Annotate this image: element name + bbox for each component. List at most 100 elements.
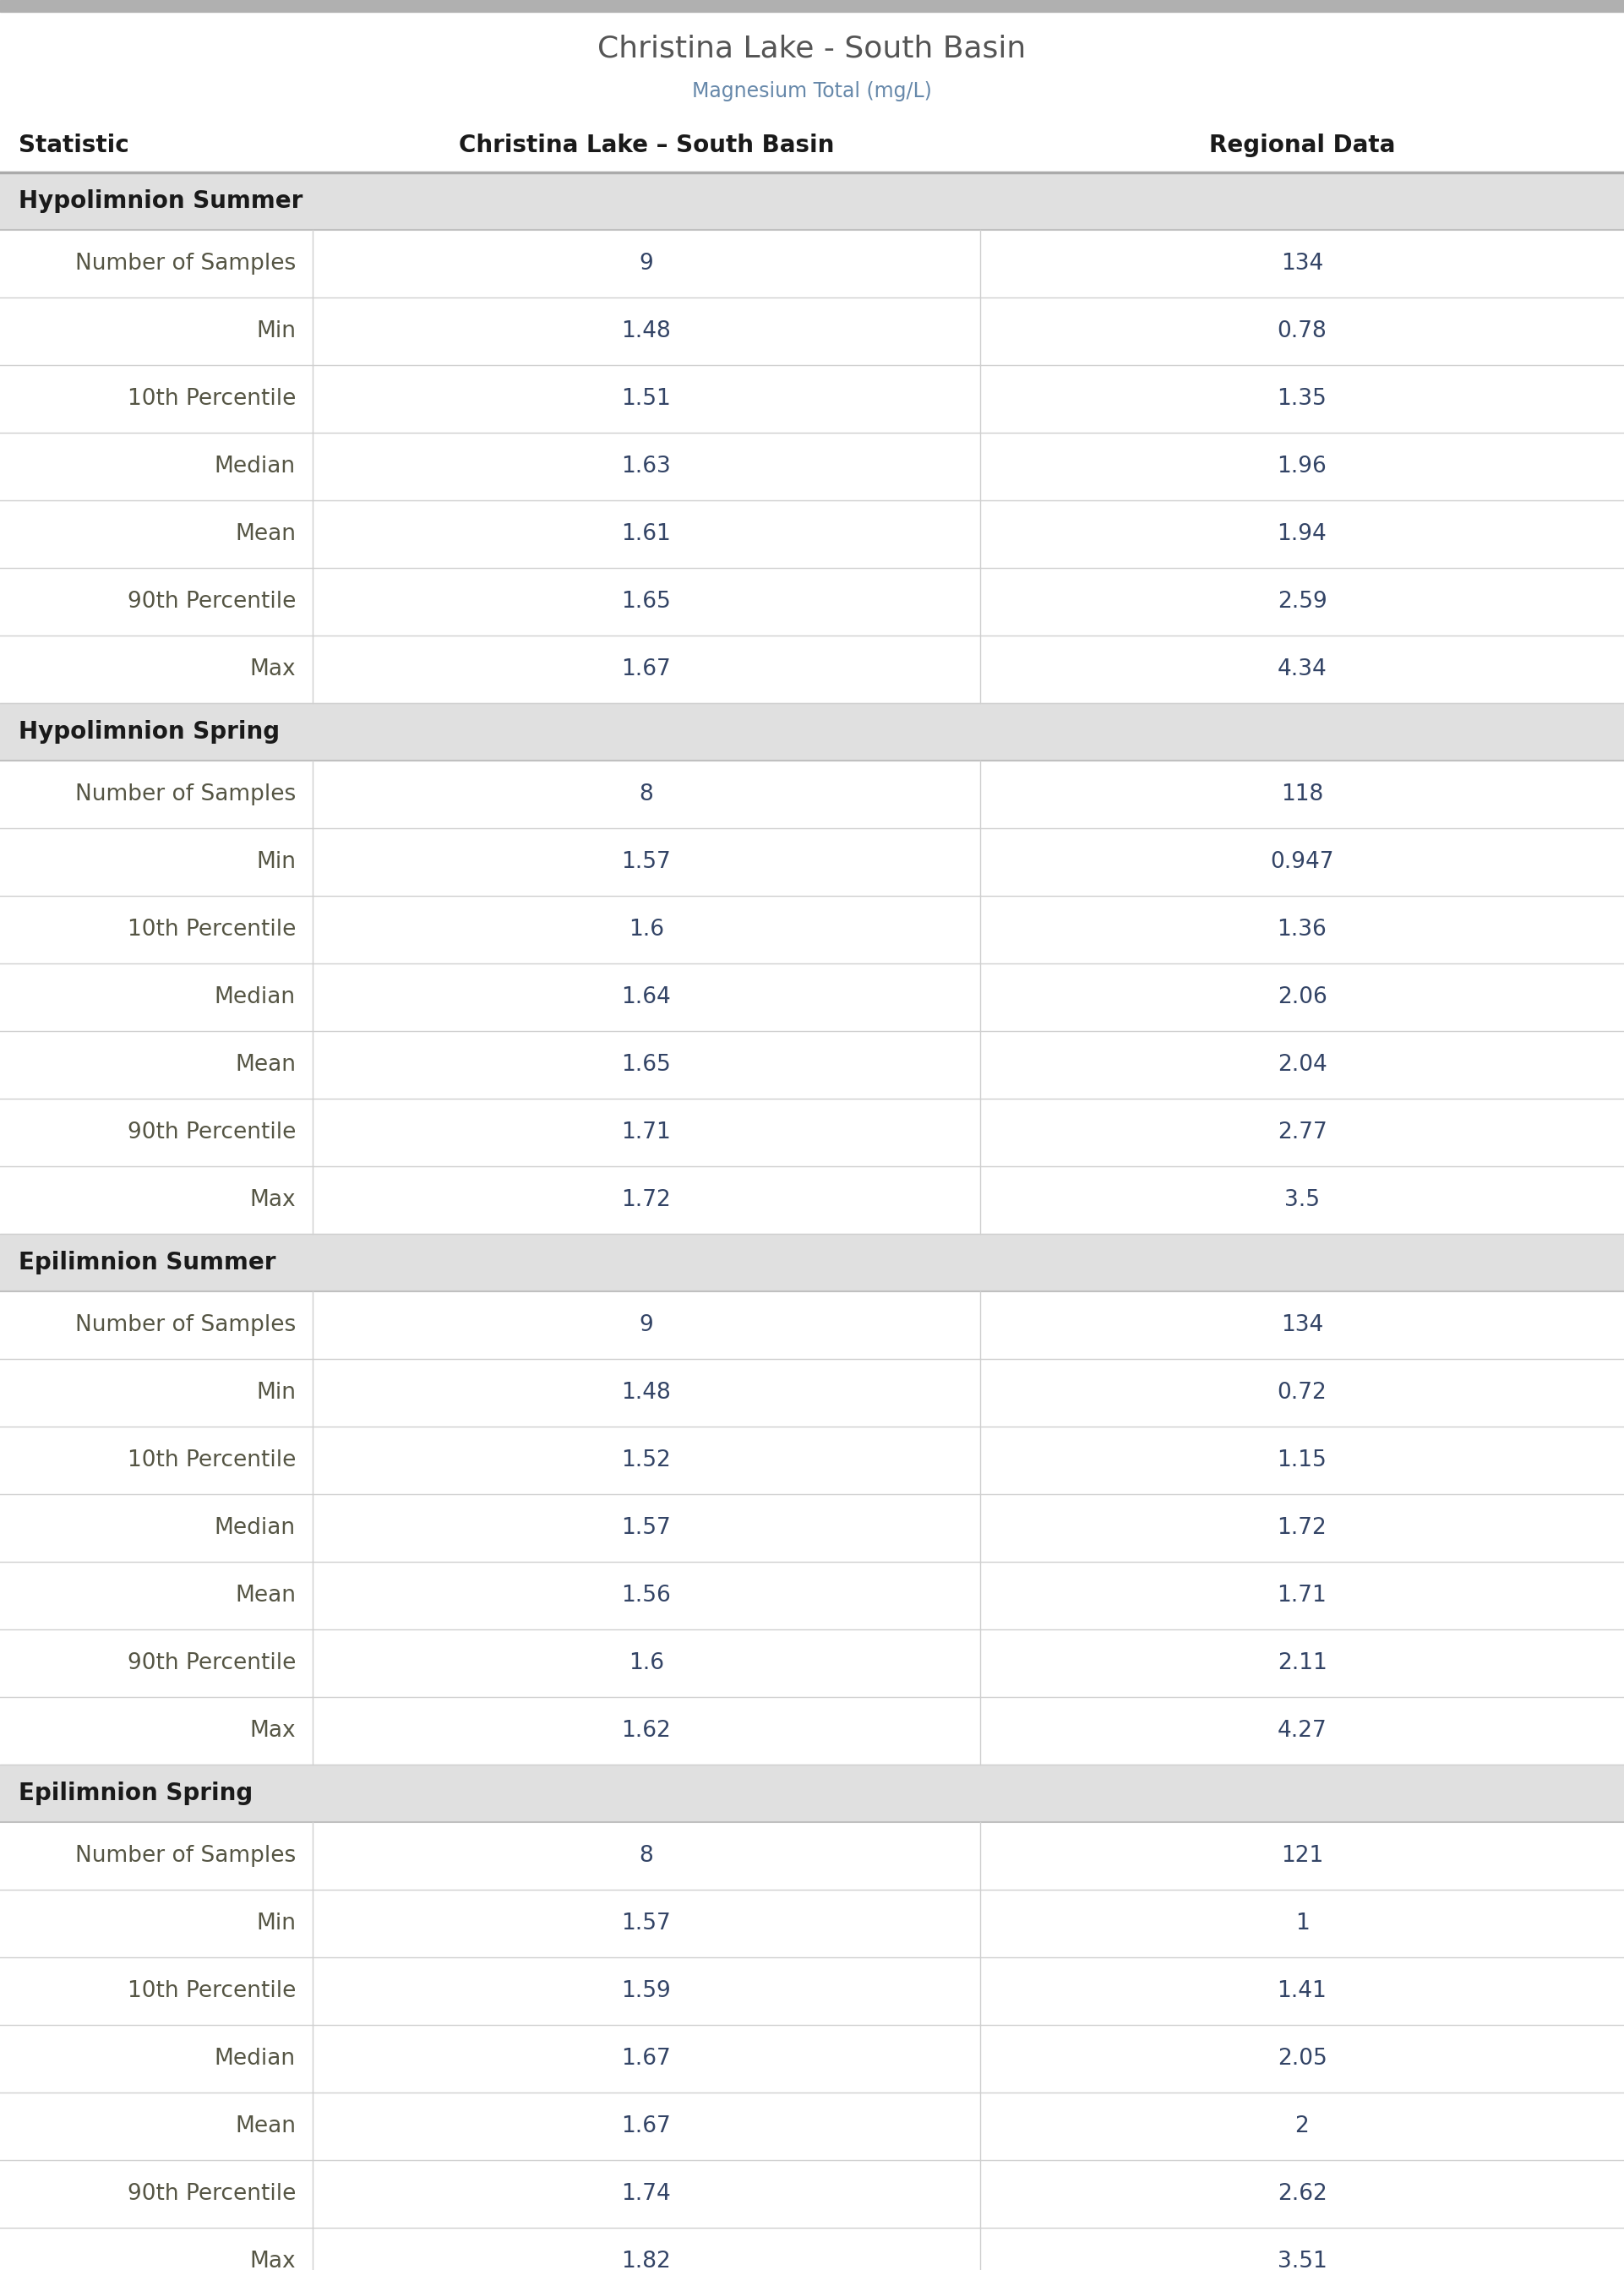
Text: 2.77: 2.77 bbox=[1276, 1121, 1327, 1144]
Text: 1.74: 1.74 bbox=[622, 2184, 671, 2204]
Text: 1.51: 1.51 bbox=[622, 388, 671, 411]
Bar bbox=[0, 760, 1624, 829]
Text: 1.67: 1.67 bbox=[622, 2048, 671, 2070]
Bar bbox=[0, 434, 1624, 499]
Text: Number of Samples: Number of Samples bbox=[75, 1846, 296, 1866]
Text: 9: 9 bbox=[640, 252, 653, 275]
Bar bbox=[0, 365, 1624, 434]
Text: Max: Max bbox=[250, 2250, 296, 2270]
Bar bbox=[0, 1698, 1624, 1764]
Text: 9: 9 bbox=[640, 1314, 653, 1337]
Text: 1.72: 1.72 bbox=[1276, 1516, 1327, 1539]
Text: Number of Samples: Number of Samples bbox=[75, 1314, 296, 1337]
Text: Min: Min bbox=[257, 1382, 296, 1403]
Bar bbox=[0, 2025, 1624, 2093]
Text: 1.65: 1.65 bbox=[622, 1053, 671, 1076]
Text: 1.35: 1.35 bbox=[1276, 388, 1327, 411]
Bar bbox=[0, 11, 1624, 118]
Text: Median: Median bbox=[214, 1516, 296, 1539]
Bar bbox=[0, 962, 1624, 1031]
Text: 4.34: 4.34 bbox=[1276, 658, 1327, 681]
Text: 134: 134 bbox=[1281, 252, 1324, 275]
Text: 1.62: 1.62 bbox=[622, 1721, 671, 1741]
Text: 2.06: 2.06 bbox=[1276, 985, 1327, 1008]
Text: 1.94: 1.94 bbox=[1276, 522, 1327, 545]
Text: 1.71: 1.71 bbox=[622, 1121, 671, 1144]
Text: 1.15: 1.15 bbox=[1276, 1448, 1327, 1471]
Text: 10th Percentile: 10th Percentile bbox=[127, 1448, 296, 1471]
Text: Max: Max bbox=[250, 1189, 296, 1212]
Bar bbox=[0, 568, 1624, 636]
Text: 1.57: 1.57 bbox=[622, 851, 671, 874]
Bar bbox=[0, 704, 1624, 760]
Bar bbox=[0, 2161, 1624, 2227]
Text: 1.63: 1.63 bbox=[622, 456, 671, 477]
Text: 8: 8 bbox=[640, 1846, 653, 1866]
Bar bbox=[0, 1562, 1624, 1630]
Text: 10th Percentile: 10th Percentile bbox=[127, 1979, 296, 2002]
Text: Epilimnion Summer: Epilimnion Summer bbox=[18, 1251, 276, 1273]
Text: 1.61: 1.61 bbox=[622, 522, 671, 545]
Text: 121: 121 bbox=[1281, 1846, 1324, 1866]
Bar bbox=[0, 1823, 1624, 1889]
Bar bbox=[0, 229, 1624, 297]
Text: Mean: Mean bbox=[235, 1053, 296, 1076]
Bar bbox=[0, 1426, 1624, 1494]
Bar bbox=[0, 1292, 1624, 1360]
Text: 1.56: 1.56 bbox=[622, 1584, 671, 1607]
Text: 0.947: 0.947 bbox=[1270, 851, 1333, 874]
Text: Regional Data: Regional Data bbox=[1208, 134, 1395, 157]
Bar bbox=[0, 118, 1624, 173]
Bar bbox=[0, 1031, 1624, 1099]
Text: Mean: Mean bbox=[235, 2116, 296, 2138]
Text: 1.6: 1.6 bbox=[628, 1653, 664, 1675]
Text: 1.41: 1.41 bbox=[1276, 1979, 1327, 2002]
Text: 1.65: 1.65 bbox=[622, 590, 671, 613]
Bar bbox=[0, 2227, 1624, 2270]
Text: Min: Min bbox=[257, 320, 296, 343]
Text: Median: Median bbox=[214, 456, 296, 477]
Text: 3.51: 3.51 bbox=[1276, 2250, 1327, 2270]
Text: 1.67: 1.67 bbox=[622, 658, 671, 681]
Text: 1.57: 1.57 bbox=[622, 1516, 671, 1539]
Bar bbox=[0, 1764, 1624, 1823]
Bar bbox=[0, 1957, 1624, 2025]
Text: 2.04: 2.04 bbox=[1276, 1053, 1327, 1076]
Text: 1.64: 1.64 bbox=[622, 985, 671, 1008]
Text: Median: Median bbox=[214, 985, 296, 1008]
Text: 3.5: 3.5 bbox=[1285, 1189, 1320, 1212]
Text: Mean: Mean bbox=[235, 522, 296, 545]
Text: 1.57: 1.57 bbox=[622, 1914, 671, 1934]
Bar bbox=[0, 173, 1624, 229]
Text: 10th Percentile: 10th Percentile bbox=[127, 388, 296, 411]
Text: 1.67: 1.67 bbox=[622, 2116, 671, 2138]
Text: 0.72: 0.72 bbox=[1276, 1382, 1327, 1403]
Text: 1.6: 1.6 bbox=[628, 919, 664, 940]
Bar bbox=[0, 499, 1624, 568]
Text: Statistic: Statistic bbox=[18, 134, 128, 157]
Text: 4.27: 4.27 bbox=[1276, 1721, 1327, 1741]
Bar bbox=[0, 2093, 1624, 2161]
Text: Mean: Mean bbox=[235, 1584, 296, 1607]
Text: Epilimnion Spring: Epilimnion Spring bbox=[18, 1782, 253, 1805]
Text: 10th Percentile: 10th Percentile bbox=[127, 919, 296, 940]
Text: 134: 134 bbox=[1281, 1314, 1324, 1337]
Bar bbox=[0, 1630, 1624, 1698]
Text: 0.78: 0.78 bbox=[1276, 320, 1327, 343]
Text: 1: 1 bbox=[1294, 1914, 1309, 1934]
Text: 1.48: 1.48 bbox=[622, 320, 671, 343]
Text: 2.59: 2.59 bbox=[1276, 590, 1327, 613]
Text: 2: 2 bbox=[1294, 2116, 1309, 2138]
Text: Median: Median bbox=[214, 2048, 296, 2070]
Text: 118: 118 bbox=[1281, 783, 1324, 806]
Text: 2.11: 2.11 bbox=[1276, 1653, 1327, 1675]
Text: Magnesium Total (mg/L): Magnesium Total (mg/L) bbox=[692, 82, 932, 102]
Text: Christina Lake - South Basin: Christina Lake - South Basin bbox=[598, 34, 1026, 64]
Text: Hypolimnion Spring: Hypolimnion Spring bbox=[18, 720, 279, 745]
Text: 8: 8 bbox=[640, 783, 653, 806]
Text: Number of Samples: Number of Samples bbox=[75, 252, 296, 275]
Text: 90th Percentile: 90th Percentile bbox=[127, 1121, 296, 1144]
Text: 2.05: 2.05 bbox=[1276, 2048, 1327, 2070]
Text: 90th Percentile: 90th Percentile bbox=[127, 2184, 296, 2204]
Bar bbox=[0, 1494, 1624, 1562]
